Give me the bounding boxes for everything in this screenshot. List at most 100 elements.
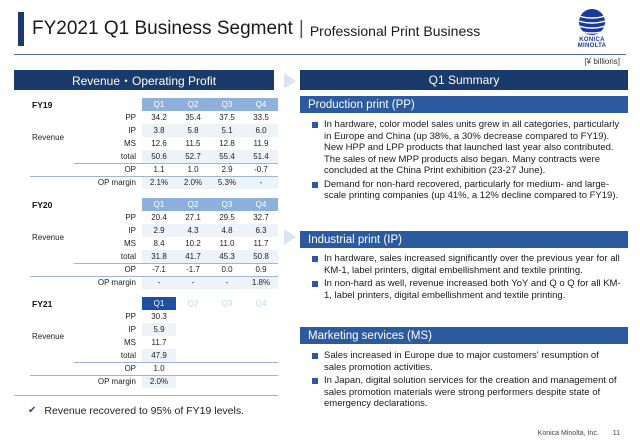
table-cell: 32.7 <box>253 213 269 222</box>
table-cell: 2.9 <box>142 224 176 237</box>
quarter-header: Q3 <box>210 98 244 111</box>
table-row: Revenue PP 20.4 27.1 29.5 32.7 <box>30 211 278 242</box>
table-header-row: FY21 Q1 Q2 Q3 Q4 <box>30 297 278 310</box>
year-label: FY21 <box>32 298 53 309</box>
fy20-table: FY20 Q1 Q2 Q3 Q4 Revenue PP 20.4 27.1 29.5 32.7 IP 2… <box>30 198 278 289</box>
table-cell: 33.5 <box>253 113 269 122</box>
row-label: PP <box>125 312 136 321</box>
unit-label: [¥ billions] <box>584 57 620 66</box>
table-cell: -0.7 <box>244 163 278 177</box>
section-title-ms: Marketing services (MS) <box>300 327 628 344</box>
table-row: OP 1.0 <box>30 362 278 376</box>
table-cell: 2.1% <box>142 176 176 189</box>
table-cell: 5.1 <box>210 124 244 137</box>
table-cell: 2.0% <box>142 375 176 388</box>
table-cell: 11.7 <box>253 239 269 248</box>
empty-cell <box>210 375 244 388</box>
empty-cell <box>176 362 210 376</box>
empty-cell <box>244 375 278 388</box>
table-cell: 45.3 <box>210 250 244 264</box>
table-cell: 11.5 <box>185 139 201 148</box>
page-number: 11 <box>612 430 620 437</box>
table-cell: 2.0% <box>176 176 210 189</box>
bullet-square-icon <box>312 353 318 359</box>
table-cell: - <box>176 276 210 289</box>
empty-cell <box>244 310 278 323</box>
table-cell: 12.8 <box>219 139 235 148</box>
table-cell: -7.1 <box>142 263 176 277</box>
empty-cell <box>244 336 278 349</box>
row-label: MS <box>124 139 136 148</box>
table-row: MS 11.7 <box>30 336 278 349</box>
table-row: OP margin 2.1% 2.0% 5.3% - <box>30 176 278 189</box>
row-label: total <box>74 250 142 264</box>
year-label: FY19 <box>32 99 53 110</box>
revenue-panel-header: Revenue・Operating Profit <box>14 70 274 90</box>
row-label: IP <box>128 126 136 135</box>
table-cell: 11.7 <box>151 338 167 347</box>
table-cell: 1.0 <box>176 163 210 177</box>
table-cell: 29.5 <box>219 213 235 222</box>
page-title: FY2021 Q1 Business Segment <box>32 18 293 39</box>
row-label: IP <box>128 226 136 235</box>
row-label: MS <box>124 239 136 248</box>
empty-cell <box>244 323 278 336</box>
empty-cell <box>176 310 210 323</box>
table-cell: 27.1 <box>185 213 201 222</box>
row-label: OP <box>30 163 142 177</box>
empty-cell <box>210 349 244 363</box>
empty-cell <box>176 375 210 388</box>
section-title-ip: Industrial print (IP) <box>300 231 628 248</box>
pp-bullet-list: In hardware, color model sales units gre… <box>312 119 622 204</box>
quarter-header: Q4 <box>244 98 278 111</box>
bullet-text: Demand for non-hard recovered, particula… <box>324 178 619 202</box>
empty-cell <box>176 349 210 363</box>
row-label: total <box>74 349 142 363</box>
checkmark-icon: ✔ <box>28 405 37 416</box>
table-row: IP 2.9 4.3 4.8 6.3 <box>30 224 278 237</box>
table-cell: 8.4 <box>153 239 165 248</box>
table-cell: 12.6 <box>151 139 167 148</box>
row-label: IP <box>128 325 136 334</box>
empty-cell <box>210 336 244 349</box>
revenue-note: ✔ Revenue recovered to 95% of FY19 level… <box>14 395 278 425</box>
year-label: FY20 <box>32 199 53 210</box>
table-row: OP 1.1 1.0 2.9 -0.7 <box>30 163 278 177</box>
empty-cell <box>210 362 244 376</box>
row-label: OP <box>30 362 142 376</box>
list-item: In hardware, sales increased significant… <box>312 253 622 276</box>
revenue-note-text: Revenue recovered to 95% of FY19 levels. <box>44 404 245 417</box>
table-row: total 47.9 <box>30 349 278 363</box>
fy21-table: FY21 Q1 Q2 Q3 Q4 Revenue PP 30.3 IP 5.9 MS 11.7 tota… <box>30 297 278 388</box>
empty-cell <box>176 336 210 349</box>
bullet-square-icon <box>312 378 318 384</box>
title-separator: | <box>298 18 304 39</box>
table-row: total 31.8 41.7 45.3 50.8 <box>30 250 278 264</box>
table-cell: 4.8 <box>210 224 244 237</box>
table-cell: 0.9 <box>244 263 278 277</box>
group-label: Revenue <box>32 232 65 242</box>
company-logo: KONICA MINOLTA <box>566 8 618 49</box>
table-cell: -1.7 <box>176 263 210 277</box>
empty-cell <box>210 310 244 323</box>
ms-bullet-list: Sales increased in Europe due to major c… <box>312 350 622 412</box>
table-cell: 41.7 <box>176 250 210 264</box>
title-divider <box>14 54 626 55</box>
table-cell: 1.1 <box>142 163 176 177</box>
table-row: IP 5.9 <box>30 323 278 336</box>
table-row: OP margin - - -1.8% <box>30 276 278 289</box>
title-accent-bar <box>18 12 24 46</box>
quarter-header: Q2 <box>176 98 210 111</box>
quarter-header: Q1 <box>142 297 176 310</box>
table-cell: 20.4 <box>151 213 167 222</box>
group-label: Revenue <box>32 132 65 142</box>
table-row: OP margin 2.0% <box>30 375 278 388</box>
empty-cell <box>210 323 244 336</box>
empty-cell <box>244 349 278 363</box>
table-cell: 1.0 <box>142 362 176 376</box>
table-row: IP 3.8 5.8 5.1 6.0 <box>30 124 278 137</box>
table-cell: 30.3 <box>151 312 167 321</box>
logo-wordmark: KONICA MINOLTA <box>577 37 607 49</box>
title-bar: FY2021 Q1 Business Segment | Professiona… <box>18 12 480 46</box>
bullet-text: In non-hard as well, revenue increased b… <box>324 278 621 301</box>
